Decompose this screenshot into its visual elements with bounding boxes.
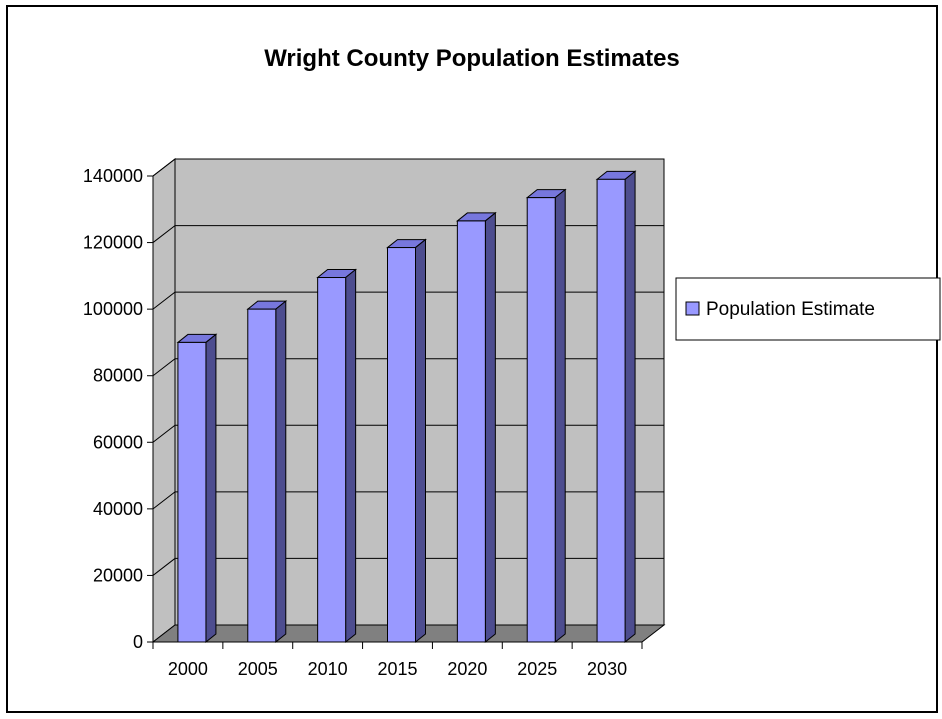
bar-side <box>554 188 566 644</box>
chart-title: Wright County Population Estimates <box>264 45 680 72</box>
gridline <box>152 424 664 443</box>
bar <box>247 308 277 643</box>
x-tick-label: 2005 <box>238 659 278 679</box>
bar <box>456 220 486 643</box>
y-tick-label: 80000 <box>93 366 143 386</box>
bar-side <box>275 300 287 644</box>
gridline <box>152 491 664 510</box>
legend-label: Population Estimate <box>706 299 875 320</box>
bar-side <box>345 268 357 644</box>
x-tick-label: 2015 <box>377 659 417 679</box>
y-tick-label: 20000 <box>93 565 143 585</box>
legend-box <box>675 277 941 341</box>
gridline <box>152 557 664 576</box>
gridline <box>152 158 664 177</box>
y-tick-label: 40000 <box>93 499 143 519</box>
gridline <box>152 291 664 310</box>
legend-swatch <box>685 301 700 316</box>
gridline <box>152 358 664 377</box>
x-tick-label: 2000 <box>168 659 208 679</box>
bar <box>526 197 556 643</box>
bar <box>387 247 416 643</box>
bar <box>317 277 347 643</box>
y-tick-label: 0 <box>133 632 143 652</box>
bar <box>177 341 207 643</box>
x-tick-label: 2030 <box>587 659 627 679</box>
side-wall <box>152 157 176 644</box>
y-tick-label: 140000 <box>83 166 143 186</box>
bar-side <box>624 170 636 644</box>
y-tick-label: 60000 <box>93 432 143 452</box>
x-tick-label: 2010 <box>308 659 348 679</box>
y-tick-label: 100000 <box>83 299 143 319</box>
gridline <box>152 225 664 243</box>
bar-side <box>484 211 496 644</box>
x-tick-label: 2025 <box>517 659 557 679</box>
x-tick-label: 2020 <box>447 659 487 679</box>
bar <box>596 178 626 643</box>
bar-side <box>205 333 217 644</box>
y-tick-label: 120000 <box>83 233 143 253</box>
bar-side <box>415 238 426 644</box>
